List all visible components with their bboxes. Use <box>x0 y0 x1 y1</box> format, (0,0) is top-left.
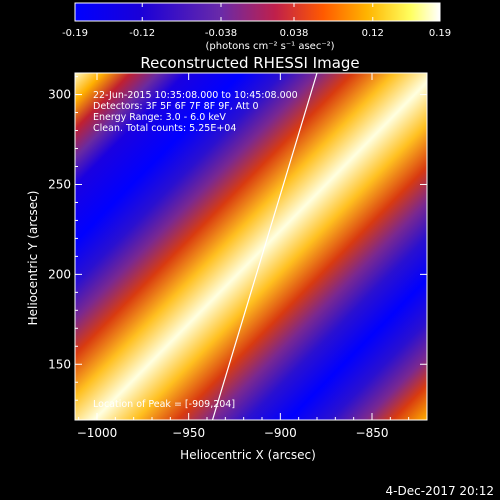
colorbar-tick-label: -0.19 <box>62 28 88 39</box>
colorbar-gradient <box>74 2 441 22</box>
colorbar-tick-label: 0.12 <box>362 28 384 39</box>
colorbar-ticks: -0.19 -0.12 -0.038 0.038 0.12 0.19 <box>62 3 451 39</box>
colorbar-tick-label: 0.19 <box>429 28 451 39</box>
y-tick-label: 200 <box>48 267 71 281</box>
y-axis-label: Heliocentric Y (arcsec) <box>26 191 40 326</box>
colorbar-tick-label: -0.038 <box>205 28 237 39</box>
x-tick-label: −850 <box>356 426 389 440</box>
colorbar-tick-label: -0.12 <box>129 28 155 39</box>
x-axis-label: Heliocentric X (arcsec) <box>180 448 316 462</box>
x-tick-label: −900 <box>264 426 297 440</box>
annotation-line: Clean. Total counts: 5.25E+04 <box>93 123 236 134</box>
y-tick-label: 150 <box>48 357 71 371</box>
y-tick-label: 250 <box>48 177 71 191</box>
annotations: 22-Jun-2015 10:35:08.000 to 10:45:08.000… <box>93 90 298 410</box>
x-tick-label: −1000 <box>77 426 118 440</box>
y-tick-label: 300 <box>48 88 71 102</box>
x-axis-ticks: −1000 −950 −900 −850 <box>77 73 428 440</box>
y-axis-ticks: 150 200 250 300 <box>48 76 427 401</box>
footer-timestamp: 4-Dec-2017 20:12 <box>386 484 494 498</box>
colorbar-tick-label: 0.038 <box>280 28 309 39</box>
annotation-line: Energy Range: 3.0 - 6.0 keV <box>93 112 226 123</box>
x-tick-label: −950 <box>172 426 205 440</box>
solar-limb-line <box>211 73 318 420</box>
plot-frame <box>74 72 428 421</box>
annotation-line: Detectors: 3F 5F 6F 7F 8F 9F, Att 0 <box>93 101 259 112</box>
chart-title: Reconstructed RHESSI Image <box>140 54 359 72</box>
colorbar-units: (photons cm⁻² s⁻¹ asec⁻²) <box>205 41 334 52</box>
annotation-line: 22-Jun-2015 10:35:08.000 to 10:45:08.000 <box>93 90 298 101</box>
annotation-line: Location of Peak = [-909,204] <box>93 399 235 410</box>
colorbar: -0.19 -0.12 -0.038 0.038 0.12 0.19 (photons c… <box>62 2 451 52</box>
heatmap-image <box>75 73 427 420</box>
